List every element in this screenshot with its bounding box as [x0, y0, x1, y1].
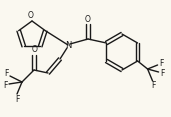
Text: O: O: [32, 46, 38, 55]
Text: F: F: [15, 95, 19, 104]
Text: F: F: [3, 80, 7, 90]
Text: N: N: [65, 40, 71, 49]
Text: F: F: [159, 60, 164, 68]
Text: O: O: [85, 15, 91, 24]
Text: O: O: [28, 11, 34, 20]
Text: F: F: [160, 68, 165, 77]
Text: F: F: [151, 80, 156, 90]
Text: F: F: [4, 69, 8, 79]
